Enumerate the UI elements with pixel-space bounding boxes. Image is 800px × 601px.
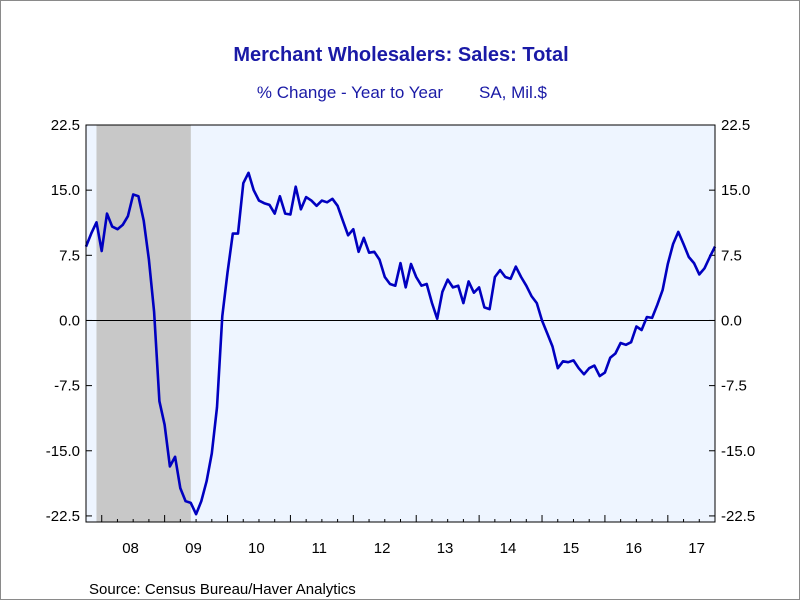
x-axis: 08 09 10 11 12 13 14 15 16 17: [85, 515, 716, 557]
x-tick-label: 10: [248, 540, 265, 557]
x-tick-label: 13: [437, 540, 454, 557]
y-tick-label-left: 0.0: [59, 312, 80, 329]
y-tick-label-right: 7.5: [721, 247, 742, 264]
x-tick-label: 16: [625, 540, 642, 557]
x-tick-label: 17: [688, 540, 705, 557]
x-tick-label: 11: [311, 540, 327, 557]
y-tick-label-left: 22.5: [51, 117, 80, 134]
x-tick-label: 12: [374, 540, 391, 557]
y-axis-right: 22.5 15.0 7.5 0.0 -7.5 -15.0 -22.5: [709, 117, 755, 525]
y-tick-label-left: -22.5: [46, 508, 80, 525]
x-tick-label: 14: [500, 540, 517, 557]
y-tick-label-right: 15.0: [721, 182, 750, 199]
chart-subtitle-measure: % Change - Year to Year: [257, 83, 444, 102]
x-tick-label: 09: [185, 540, 202, 557]
source-note: Source: Census Bureau/Haver Analytics: [89, 581, 356, 598]
y-tick-label-right: -22.5: [721, 508, 755, 525]
chart-subtitle-units: SA, Mil.$: [479, 83, 548, 102]
y-tick-label-left: -15.0: [46, 443, 80, 460]
y-tick-label-right: 0.0: [721, 312, 742, 329]
y-axis-left: 22.5 15.0 7.5 0.0 -7.5 -15.0 -22.5: [46, 117, 92, 525]
y-tick-label-left: 7.5: [59, 247, 80, 264]
series-line: [84, 171, 717, 516]
y-tick-label-right: -15.0: [721, 443, 755, 460]
y-tick-label-right: 22.5: [721, 117, 750, 134]
x-tick-label: 08: [122, 540, 139, 557]
y-tick-label-left: -7.5: [54, 378, 80, 395]
plot-frame: [85, 124, 716, 523]
x-tick-label: 15: [563, 540, 580, 557]
y-tick-label-left: 15.0: [51, 182, 80, 199]
y-tick-label-right: -7.5: [721, 378, 747, 395]
chart-title: Merchant Wholesalers: Sales: Total: [233, 44, 568, 66]
